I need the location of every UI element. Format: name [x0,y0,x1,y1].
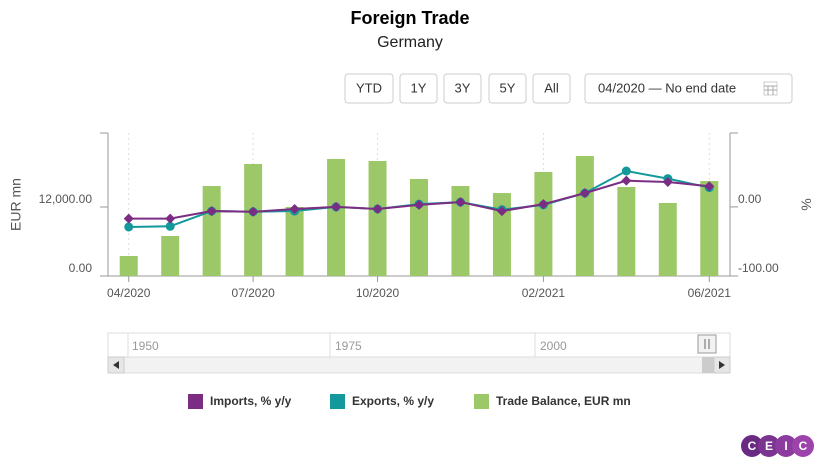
plot-area: 04/2020 07/2020 10/2020 02/2021 06/2021 0.00 1… [8,132,814,300]
marker [372,203,383,214]
navigator: 1950 1975 2000 [107,332,731,374]
scrollbar[interactable] [107,356,731,374]
legend-swatch [474,394,489,409]
y2-tick-label: 0.00 [738,192,762,206]
navigator-label: 1975 [335,339,362,353]
navigator-label: 1950 [132,339,159,353]
marker [538,199,549,210]
bar [161,235,180,276]
date-range-picker[interactable]: 04/2020 — No end date [584,73,793,104]
marker [621,175,632,186]
legend-label: Imports, % y/y [210,394,292,408]
legend: Imports, % y/y Exports, % y/y Trade Balanc… [188,394,631,409]
y-axis-label: EUR mn [8,178,24,231]
range-button[interactable]: 5Y [488,73,527,104]
y-tick-label: 0.00 [69,261,93,275]
marker [206,206,217,217]
x-tick-label: 02/2021 [522,286,566,300]
y-tick-label: 12,000.00 [39,192,93,206]
bar [368,161,387,276]
legend-label: Trade Balance, EUR mn [496,394,631,408]
bar [700,181,719,276]
bar [492,193,511,276]
button-label: 3Y [455,80,471,95]
marker [414,199,424,210]
navigator-frame [107,332,731,358]
chart-title: Foreign Trade [350,8,469,28]
bar [244,163,263,276]
range-button[interactable]: All [532,73,571,104]
range-button[interactable]: 1Y [399,73,438,104]
marker [496,206,507,217]
arrow [719,361,725,369]
logo-letter: E [765,439,773,453]
range-button[interactable]: YTD [344,73,394,104]
logo-circle [758,435,780,457]
navigator-label: 2000 [540,339,567,353]
button-label: All [544,80,559,95]
marker [248,206,259,217]
logo-letter: C [799,439,808,453]
logo-letter: C [748,439,757,453]
logo-circle [775,435,797,457]
legend-swatch [330,394,345,409]
button-label: YTD [356,80,382,95]
button-label: 5Y [500,80,516,95]
marker [289,203,300,214]
y2-axis-label: % [798,198,814,210]
bar [285,207,304,276]
bar [534,171,553,276]
marker [331,201,342,212]
y2-tick-label: -100.00 [738,261,779,275]
marker [579,188,590,199]
bar [658,202,677,276]
date-range-label: 04/2020 — No end date [598,80,736,95]
logo-circle [792,435,814,457]
chart-subtitle: Germany [377,34,443,51]
bar [617,186,636,276]
legend-swatch [188,394,203,409]
navigator-handle[interactable] [697,334,717,354]
x-tick-label: 10/2020 [356,286,400,300]
bar [451,186,470,276]
logo: C E I C [741,435,814,457]
marker [124,222,134,232]
legend-label: Exports, % y/y [352,394,434,408]
calendar-icon [763,81,778,96]
marker [621,166,631,176]
button-label: 1Y [411,80,427,95]
logo-letter: I [784,439,787,453]
bar [202,186,221,276]
bar [327,158,346,276]
marker [165,221,175,231]
marker [662,177,673,188]
bar [575,155,594,276]
arrow [113,361,119,369]
logo-circle [741,435,763,457]
scroll-thumb[interactable] [702,357,714,373]
marker [165,213,176,224]
x-tick-label: 06/2021 [688,286,732,300]
bar [410,178,428,276]
x-tick-label: 07/2020 [231,286,275,300]
marker [123,213,134,224]
x-tick-label: 04/2020 [107,286,151,300]
range-button[interactable]: 3Y [443,73,482,104]
bar [119,255,138,276]
marker [455,197,466,208]
marker [704,181,715,192]
